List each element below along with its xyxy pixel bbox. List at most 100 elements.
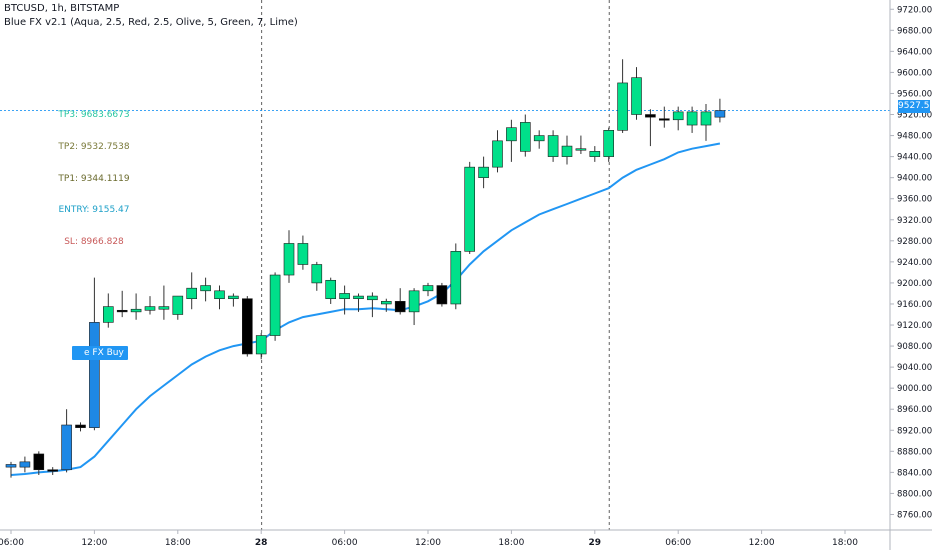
candle	[172, 295, 184, 320]
candle-body	[5, 464, 17, 468]
candle-body	[144, 306, 156, 311]
candle	[519, 114, 531, 157]
x-tick-label: 28	[255, 538, 268, 548]
x-tick-label: 06:00	[665, 538, 691, 548]
candle	[714, 98, 726, 123]
candle	[116, 290, 128, 318]
candle	[506, 119, 517, 162]
candle-body	[269, 274, 281, 336]
candle	[5, 461, 17, 478]
candle-body	[47, 469, 59, 472]
candle-body	[394, 301, 406, 313]
y-tick-label: 9000.00	[897, 384, 932, 394]
y-tick-label: 9200.00	[897, 279, 932, 289]
x-tick-label: 06:00	[0, 538, 24, 548]
y-tick-label: 9160.00	[897, 300, 932, 310]
candles	[5, 59, 726, 478]
symbol-title: BTCUSD, 1h, BITSTAMP	[4, 3, 120, 14]
candle-body	[353, 295, 364, 300]
candle	[103, 293, 114, 328]
y-tick-label: 9560.00	[897, 89, 932, 99]
y-tick-label: 8760.00	[897, 510, 932, 520]
candle	[367, 292, 378, 318]
candle	[603, 127, 615, 162]
candle	[533, 130, 545, 149]
candle-body	[283, 243, 295, 276]
candle	[547, 130, 559, 162]
level-label: ENTRY: 9155.47	[58, 205, 130, 215]
candle	[686, 106, 698, 133]
candle	[645, 109, 656, 147]
candle	[575, 135, 587, 154]
candle	[200, 277, 211, 302]
x-tick-label: 18:00	[498, 538, 524, 548]
y-tick-label: 8800.00	[897, 489, 932, 499]
candle	[589, 146, 601, 162]
candle	[228, 293, 239, 307]
candle-body	[478, 166, 489, 178]
candle-body	[311, 264, 323, 284]
candle	[325, 277, 337, 304]
candle-body	[242, 298, 253, 355]
candle	[394, 288, 406, 315]
candle-body	[519, 122, 531, 152]
time-axis[interactable]: 06:00 12:00 18:00 28 06:00 12:00 18:00 29 06:00 1…	[0, 530, 858, 548]
candle	[617, 59, 628, 133]
candle-body	[130, 308, 142, 313]
candle-body	[450, 251, 462, 305]
x-tick-label: 12:00	[81, 538, 107, 548]
buy-signal-label: e FX Buy	[72, 346, 128, 360]
candle-body	[631, 77, 642, 115]
candle-body	[33, 453, 45, 471]
candle-body	[589, 151, 601, 157]
candle-body	[172, 295, 184, 315]
candle-body	[561, 145, 573, 157]
candle-body	[658, 118, 670, 121]
candle-body	[436, 285, 448, 305]
candle	[269, 272, 281, 341]
candle-body	[422, 285, 434, 292]
candle	[450, 243, 462, 310]
candle-body	[325, 279, 337, 300]
y-tick-label: 9680.00	[897, 26, 932, 36]
x-tick-label: 29	[589, 538, 602, 548]
candle-body	[380, 301, 392, 305]
y-tick-label: 9360.00	[897, 195, 932, 205]
candle	[422, 282, 434, 297]
candle	[311, 261, 323, 291]
candle-body	[533, 135, 545, 142]
y-tick-label: 9480.00	[897, 132, 932, 142]
candle	[214, 285, 225, 310]
y-tick-label: 8880.00	[897, 447, 932, 457]
candle-body	[200, 285, 211, 292]
candle-body	[89, 322, 100, 428]
level-label: SL: 8966.828	[64, 237, 124, 247]
y-tick-label: 8960.00	[897, 405, 932, 415]
candle-body	[547, 135, 559, 157]
candle	[353, 293, 364, 312]
y-tick-label: 9320.00	[897, 216, 932, 226]
x-tick-label: 18:00	[165, 538, 191, 548]
candle-body	[186, 287, 197, 300]
candle	[561, 135, 573, 165]
y-tick-label: 9440.00	[897, 153, 932, 163]
candle-body	[75, 424, 86, 428]
candle-body	[672, 111, 684, 121]
level-label: TP2: 9532.7538	[58, 142, 130, 152]
y-tick-label: 9040.00	[897, 363, 932, 373]
candle-body	[61, 424, 72, 471]
price-axis[interactable]: 8760.00 8800.00 8840.00 8880.00 8920.00 8960.…	[890, 5, 932, 520]
candle	[658, 106, 670, 128]
candle	[672, 106, 684, 131]
candle-body	[214, 290, 225, 300]
candle-body	[714, 110, 726, 118]
candle-body	[116, 309, 128, 313]
candle	[130, 293, 142, 320]
candle	[186, 272, 197, 310]
x-tick-label: 06:00	[332, 538, 358, 548]
candle	[631, 67, 642, 120]
candle-body	[686, 111, 698, 126]
y-tick-label: 9400.00	[897, 174, 932, 184]
level-label: TP3: 9683.6673	[58, 110, 130, 120]
